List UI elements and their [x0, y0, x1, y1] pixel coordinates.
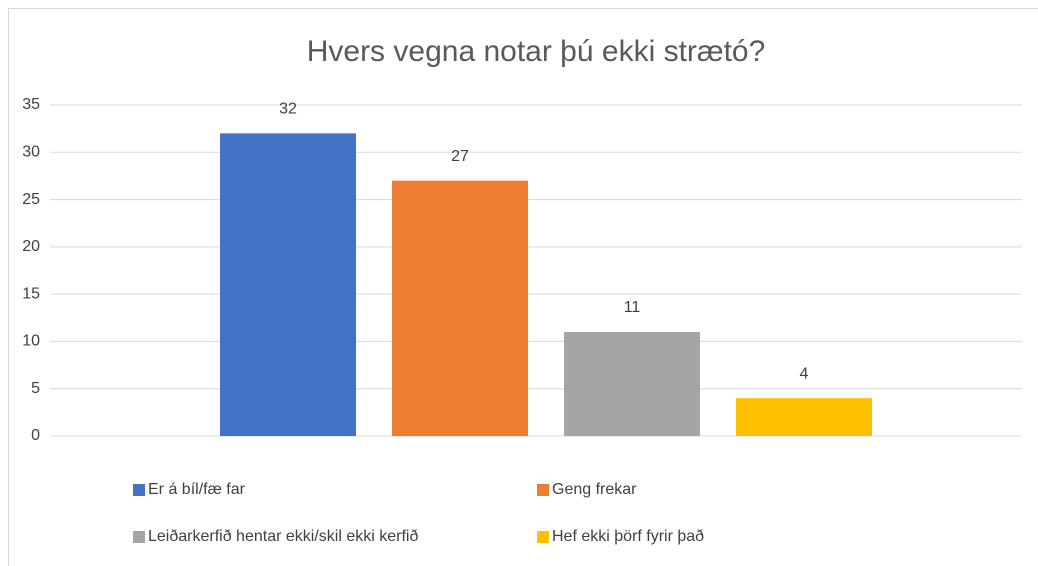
y-tick-label: 15 — [22, 285, 40, 302]
bar — [220, 133, 356, 436]
bar — [392, 180, 528, 436]
y-tick-label: 5 — [31, 380, 40, 397]
y-tick-label: 30 — [22, 144, 40, 161]
data-label: 11 — [624, 299, 641, 316]
legend-label: Leiðarkerfið hentar ekki/skil ekki kerfi… — [148, 528, 418, 545]
legend-label: Geng frekar — [552, 481, 637, 498]
bar — [736, 398, 872, 436]
legend-label: Hef ekki þörf fyrir það — [552, 528, 704, 545]
y-tick-label: 20 — [22, 238, 40, 255]
y-tick-label: 0 — [31, 427, 40, 444]
chart-title: Hvers vegna notar þú ekki strætó? — [307, 35, 766, 68]
legend-swatch — [537, 531, 549, 543]
y-tick-label: 10 — [22, 333, 40, 350]
data-label: 32 — [279, 101, 297, 118]
y-tick-label: 25 — [22, 191, 40, 208]
data-label: 27 — [451, 148, 469, 165]
data-label: 4 — [800, 365, 809, 382]
legend-label: Er á bíl/fæ far — [148, 481, 246, 498]
legend-swatch — [133, 484, 145, 496]
legend-swatch — [537, 484, 549, 496]
legend-swatch — [133, 531, 145, 543]
bar — [564, 331, 700, 436]
y-tick-label: 35 — [22, 96, 40, 113]
